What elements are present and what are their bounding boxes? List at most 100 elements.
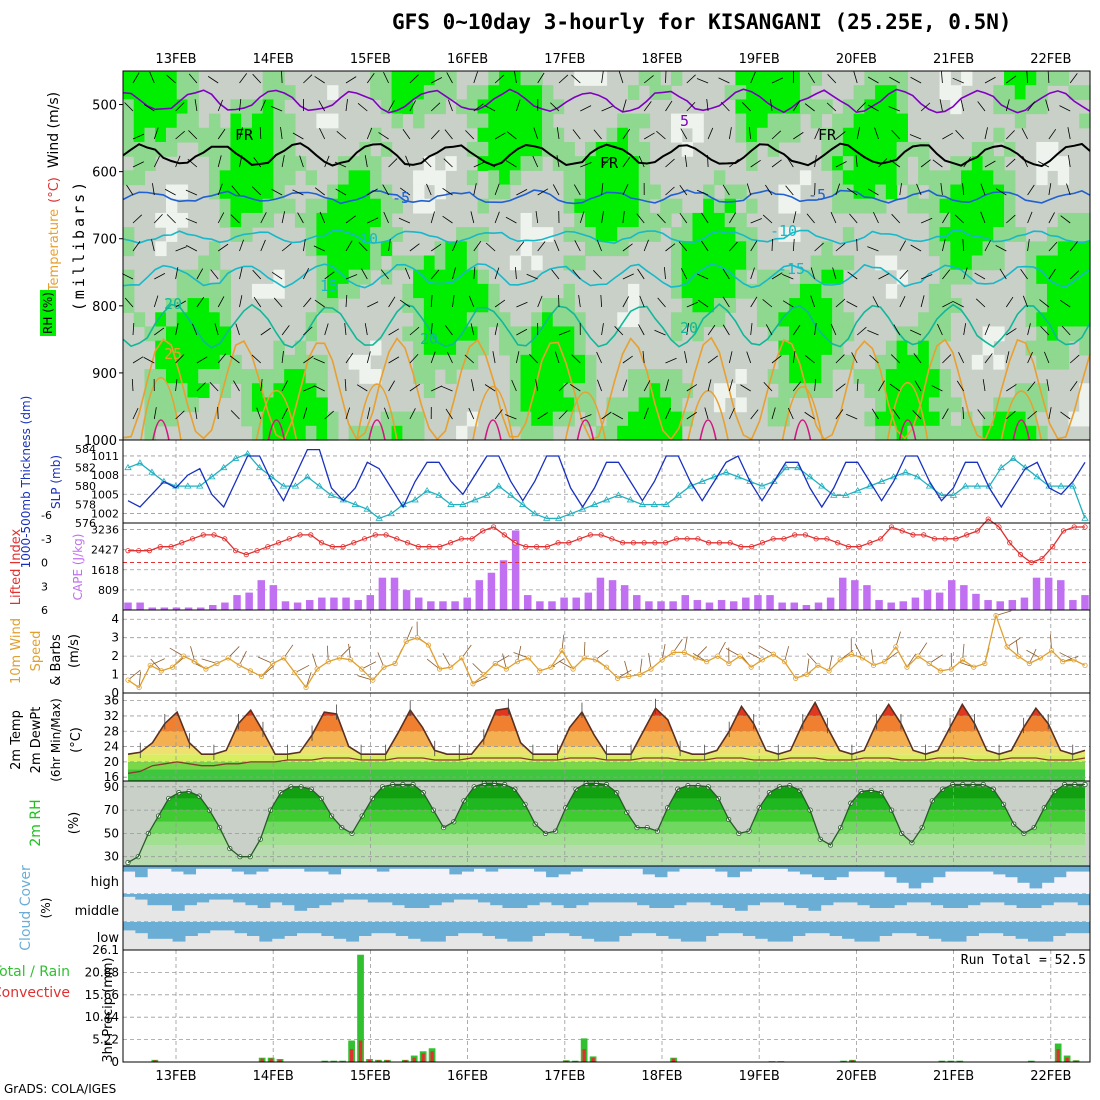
rh-cell xyxy=(208,369,221,384)
temperature-contour xyxy=(122,189,1091,205)
rh-cell xyxy=(123,141,135,157)
wind-barb xyxy=(153,407,157,420)
rh-cell xyxy=(1004,198,1016,214)
wind-barb xyxy=(792,324,801,336)
warm-contour xyxy=(781,386,824,441)
wind-barb xyxy=(194,407,198,420)
cloud-middle-bar xyxy=(894,894,907,906)
wind-barb xyxy=(984,127,988,140)
wind-barb xyxy=(442,187,453,196)
rh-cell xyxy=(241,141,253,157)
rh-cell xyxy=(327,283,339,299)
rh-cell xyxy=(316,212,328,228)
rh-cell xyxy=(208,170,221,186)
cloud-low-bar xyxy=(631,922,645,934)
rh-cell xyxy=(875,184,887,200)
wind-barb xyxy=(1040,326,1050,336)
rh-cell xyxy=(176,85,189,100)
wind-barb-10m xyxy=(1015,640,1019,657)
rh-cell xyxy=(273,127,285,143)
warm-contour xyxy=(255,390,298,441)
wind-barb xyxy=(516,99,521,112)
rh-cell xyxy=(746,113,758,129)
rh-cell xyxy=(273,156,285,171)
rh-cell xyxy=(982,170,994,186)
rh-cell xyxy=(219,298,232,313)
rh-cell xyxy=(746,227,758,242)
contour-label: -5 xyxy=(808,186,826,204)
wind-barb xyxy=(814,155,817,168)
wind-barb xyxy=(465,130,475,140)
wind-barb xyxy=(684,155,688,168)
wind-barb xyxy=(532,155,539,168)
wind-barb xyxy=(175,379,178,392)
rh-cell xyxy=(821,369,833,384)
contour-label: 5 xyxy=(680,112,689,130)
wind-barb-10m xyxy=(617,669,632,679)
wind-barb xyxy=(835,161,847,168)
rh-cell xyxy=(703,312,715,328)
wind-barb-10m xyxy=(1026,649,1041,659)
cloud-middle-bar xyxy=(759,894,773,903)
rh-cell xyxy=(499,326,511,342)
wind-barb xyxy=(665,100,673,112)
rh-cell xyxy=(1068,227,1080,242)
wind-barb-10m xyxy=(442,653,452,668)
wind-barb xyxy=(890,354,901,364)
rh-cell xyxy=(713,198,726,214)
rh-cell xyxy=(520,383,532,399)
cloud-middle-bar xyxy=(686,894,699,903)
wind-barb xyxy=(746,183,752,196)
wind-barb-10m xyxy=(559,660,574,670)
wind-barb xyxy=(643,75,654,84)
rh-cell xyxy=(993,354,1005,370)
cape-bar xyxy=(1008,600,1017,610)
rh-cell xyxy=(606,198,618,214)
wind-speed-point xyxy=(1082,662,1088,668)
rh-cell xyxy=(1057,255,1070,271)
wind-unit-label: (m/s) xyxy=(67,634,82,668)
cloud-middle-bar xyxy=(796,894,809,908)
wind-barb xyxy=(364,155,368,168)
thickness-tick-label: 578 xyxy=(75,499,96,512)
cloud-high-bar xyxy=(437,866,450,869)
cloud-middle-bar xyxy=(832,894,846,903)
rh-cell xyxy=(971,156,984,171)
rh-cell xyxy=(1014,397,1027,413)
rh-cell xyxy=(864,184,876,200)
wind-barb xyxy=(835,383,846,392)
wind-tick-label: 1 xyxy=(111,668,119,682)
cape-bar xyxy=(318,597,326,610)
wind-barb xyxy=(1027,239,1030,252)
rh-cell xyxy=(499,170,511,186)
rh-cell xyxy=(187,354,199,370)
rh-cell xyxy=(982,411,994,427)
wind-barb xyxy=(622,379,628,392)
rh-cell xyxy=(327,198,339,214)
rh-cell xyxy=(649,425,661,441)
rh-cell xyxy=(1057,340,1070,356)
rh-cell xyxy=(477,85,489,100)
rh-cell xyxy=(832,269,844,285)
rh-cell xyxy=(832,312,844,328)
cloud-middle-bar xyxy=(722,894,736,908)
rh-cell xyxy=(574,170,586,186)
rh-cell xyxy=(627,411,640,427)
cloud-high-bar xyxy=(171,866,184,872)
warm-contour xyxy=(564,391,607,441)
rh-cell xyxy=(799,340,812,356)
wind-barb xyxy=(256,407,262,420)
rh-cell xyxy=(348,283,360,299)
cloud-low-bar xyxy=(842,922,855,939)
rh-cell xyxy=(187,312,199,328)
wind-barb xyxy=(867,246,879,252)
wind-barb xyxy=(792,211,797,224)
rh-cell xyxy=(1079,227,1091,242)
wind-barb xyxy=(878,158,888,168)
rh-cell xyxy=(928,283,941,299)
rh-cell xyxy=(713,397,726,413)
rh-cell xyxy=(284,85,296,100)
cloud-middle-bar xyxy=(710,894,724,906)
rh-cell xyxy=(842,326,855,342)
rh-cell xyxy=(520,241,532,257)
